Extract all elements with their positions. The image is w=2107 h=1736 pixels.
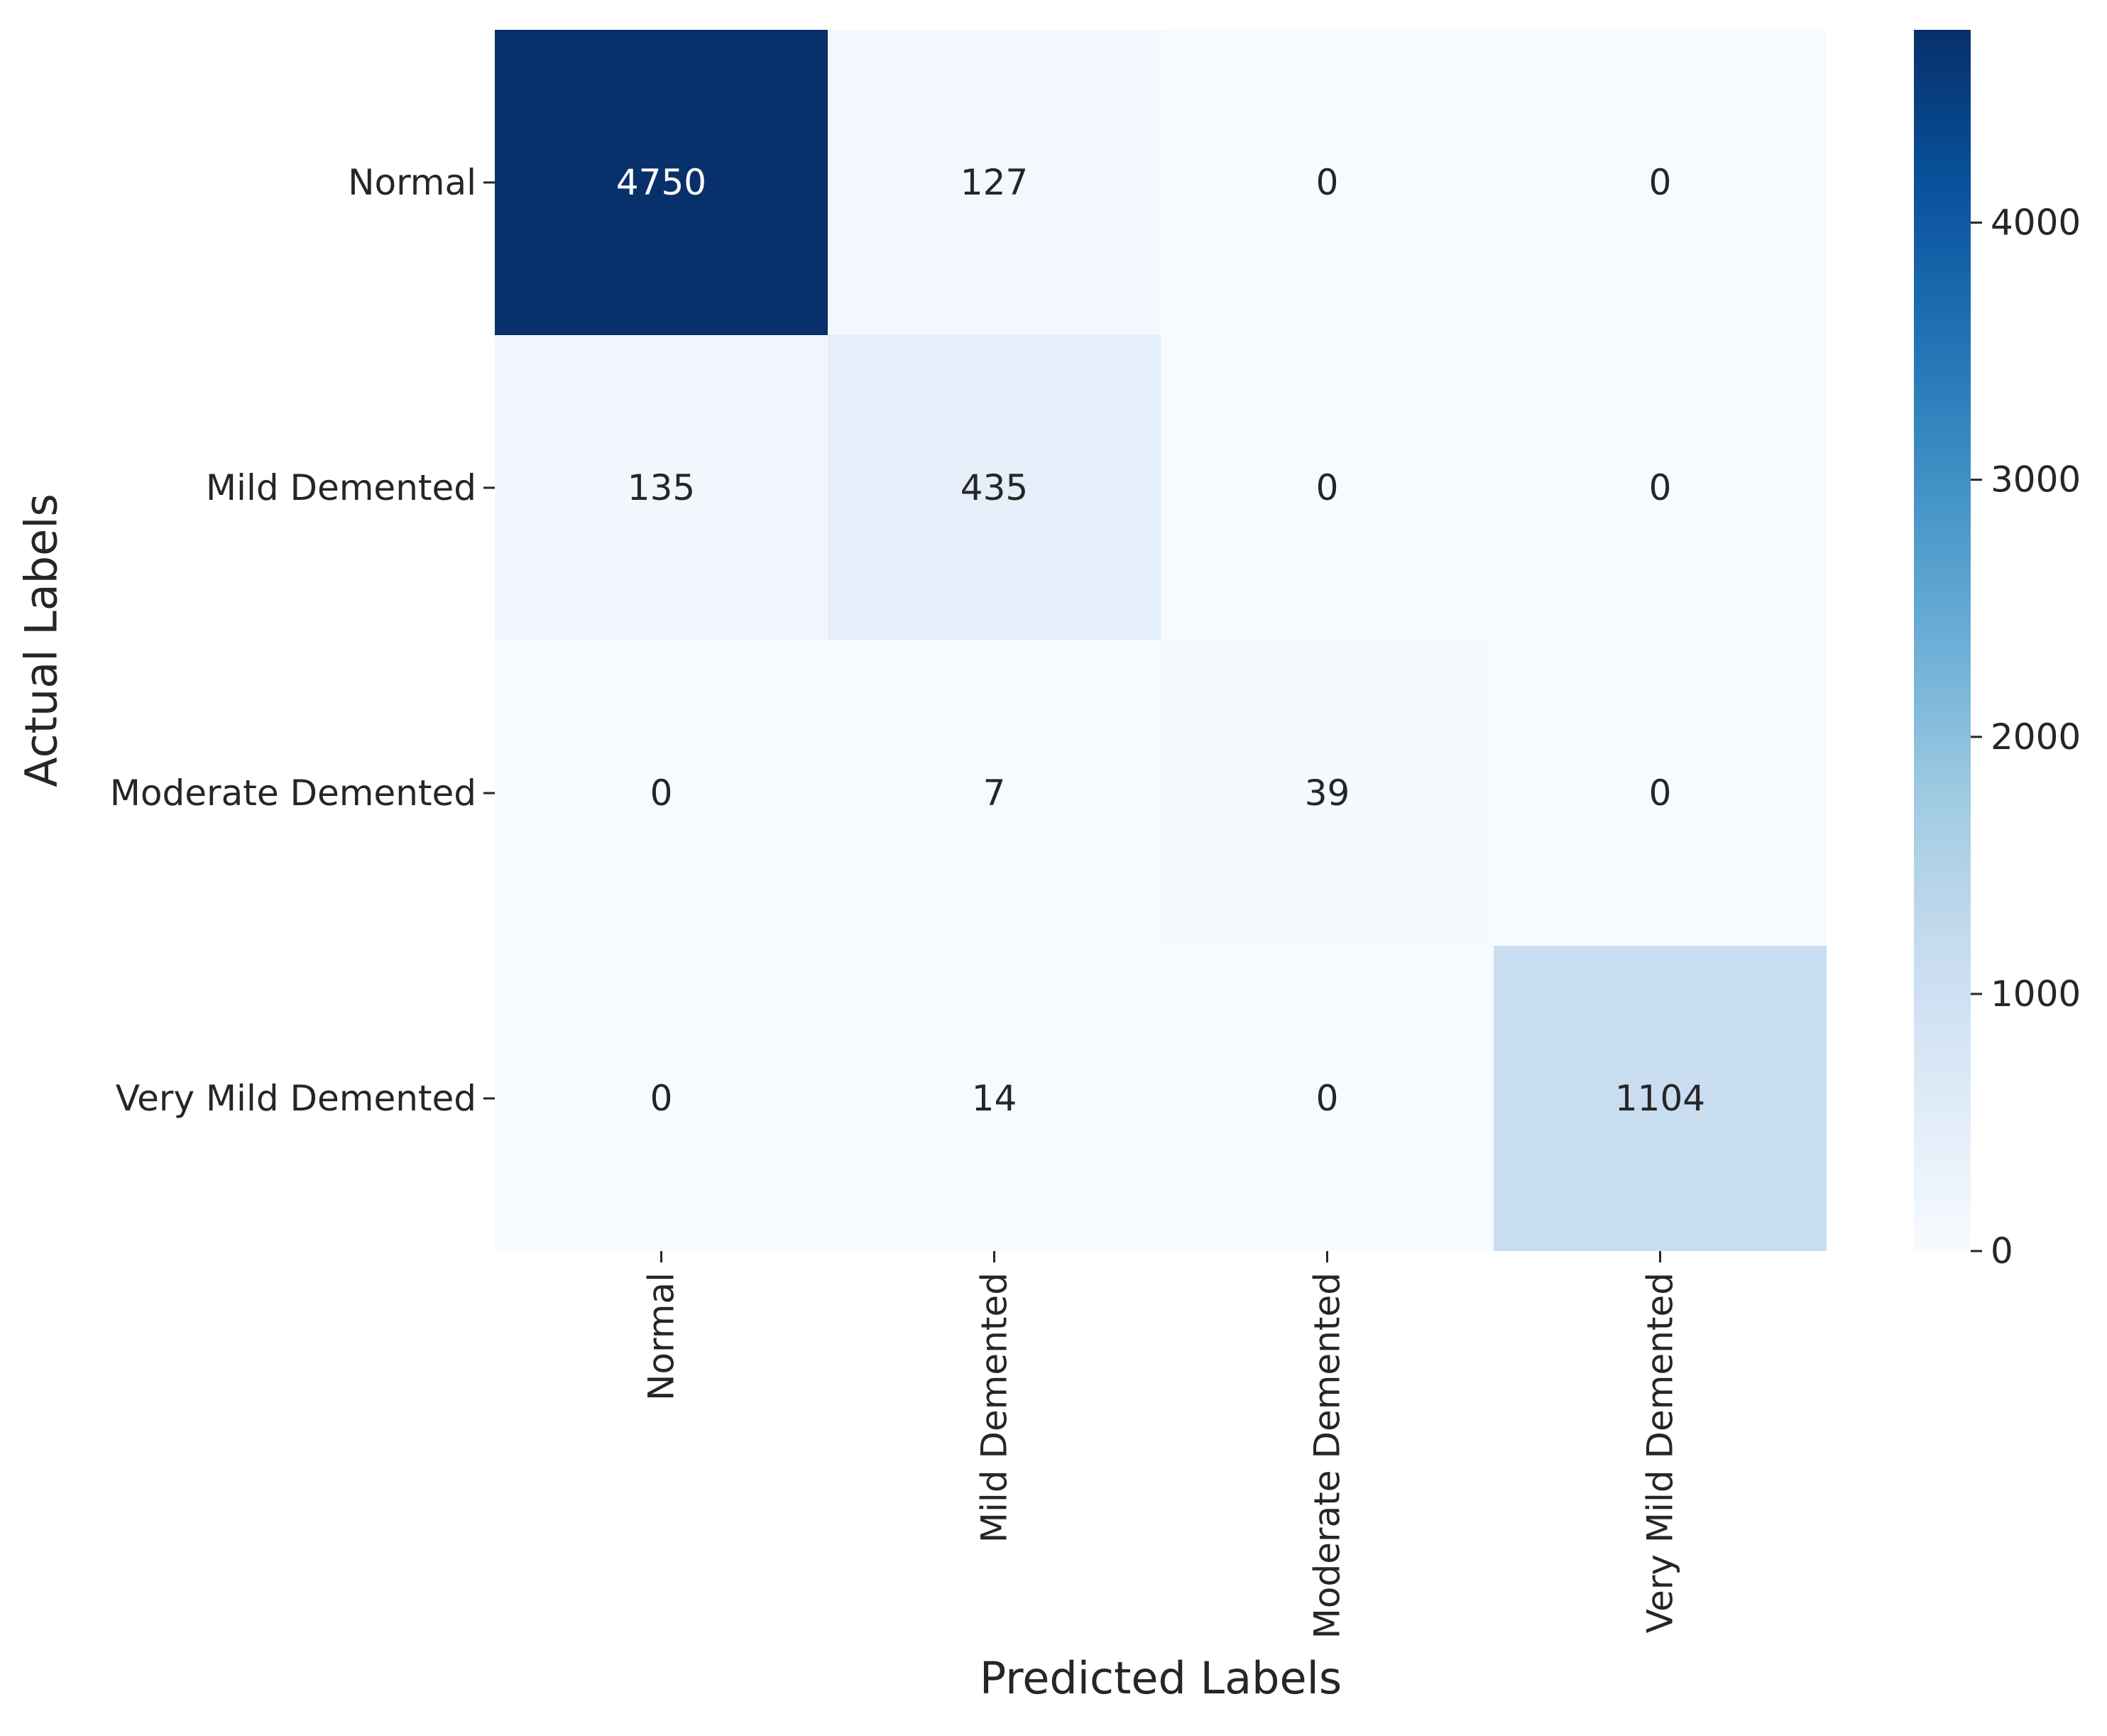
cell-value-r0-c2: 0 — [1316, 162, 1339, 203]
cell-value-r1-c3: 0 — [1649, 467, 1672, 508]
cell-r0-c3 — [1494, 30, 1827, 335]
y-tick-label-mild-demented: Mild Demented — [206, 467, 476, 508]
cell-value-r1-c0: 135 — [628, 467, 695, 508]
cell-value-r3-c1: 14 — [972, 1078, 1017, 1119]
cell-value-r1-c1: 435 — [961, 467, 1028, 508]
colorbar-tick-label-2000: 2000 — [1991, 716, 2081, 758]
y-axis-label: Actual Labels — [16, 493, 67, 787]
cell-value-r2-c0: 0 — [650, 773, 673, 814]
colorbar: 0 1000 2000 3000 4000 — [1914, 30, 2081, 1272]
colorbar-tick-label-3000: 3000 — [1991, 459, 2081, 501]
y-tick-label-moderate-demented: Moderate Demented — [110, 773, 476, 814]
cell-r2-c1 — [828, 640, 1161, 946]
x-tick-label-moderate-demented: Moderate Demented — [1307, 1272, 1348, 1639]
cell-r1-c3 — [1494, 335, 1827, 640]
y-tick-label-normal: Normal — [348, 162, 476, 203]
y-axis-ticks: Normal Mild Demented Moderate Demented Very… — [110, 162, 495, 1119]
cell-r3-c1 — [828, 946, 1161, 1251]
cell-value-r0-c3: 0 — [1649, 162, 1672, 203]
colorbar-tick-label-0: 0 — [1991, 1230, 2013, 1272]
cell-r0-c0 — [495, 30, 828, 335]
cell-value-r1-c2: 0 — [1316, 467, 1339, 508]
x-axis-ticks: Normal Mild Demented Moderate Demented Very… — [641, 1251, 1681, 1639]
cell-r2-c2 — [1161, 640, 1494, 946]
cell-value-r2-c2: 39 — [1305, 773, 1350, 814]
cell-r1-c1 — [828, 335, 1161, 640]
cell-r1-c2 — [1161, 335, 1494, 640]
cell-r2-c0 — [495, 640, 828, 946]
cell-value-r3-c2: 0 — [1316, 1078, 1339, 1119]
colorbar-tick-label-1000: 1000 — [1991, 973, 2081, 1015]
y-tick-label-very-mild-demented: Very Mild Demented — [116, 1078, 476, 1119]
cell-value-r0-c1: 127 — [961, 162, 1028, 203]
cell-r3-c2 — [1161, 946, 1494, 1251]
cell-value-r3-c3: 1104 — [1615, 1078, 1705, 1119]
cell-r1-c0 — [495, 335, 828, 640]
cell-r3-c0 — [495, 946, 828, 1251]
cell-r2-c3 — [1494, 640, 1827, 946]
x-tick-label-normal: Normal — [641, 1272, 682, 1401]
cell-r0-c2 — [1161, 30, 1494, 335]
x-tick-label-mild-demented: Mild Demented — [974, 1272, 1015, 1543]
colorbar-gradient — [1914, 30, 1971, 1251]
colorbar-tick-label-4000: 4000 — [1991, 202, 2081, 244]
cell-value-r2-c1: 7 — [983, 773, 1006, 814]
cell-r3-c3 — [1494, 946, 1827, 1251]
cell-value-r2-c3: 0 — [1649, 773, 1672, 814]
cell-value-r0-c0: 4750 — [616, 162, 706, 203]
cell-value-r3-c0: 0 — [650, 1078, 673, 1119]
heatmap-cells — [495, 30, 1827, 1251]
x-axis-label: Predicted Labels — [980, 1652, 1342, 1704]
cell-r0-c1 — [828, 30, 1161, 335]
heatmap-annotations: 4750 127 0 0 135 435 0 0 0 7 39 0 0 14 0 1104 — [616, 162, 1705, 1119]
x-tick-label-very-mild-demented: Very Mild Demented — [1640, 1272, 1681, 1633]
